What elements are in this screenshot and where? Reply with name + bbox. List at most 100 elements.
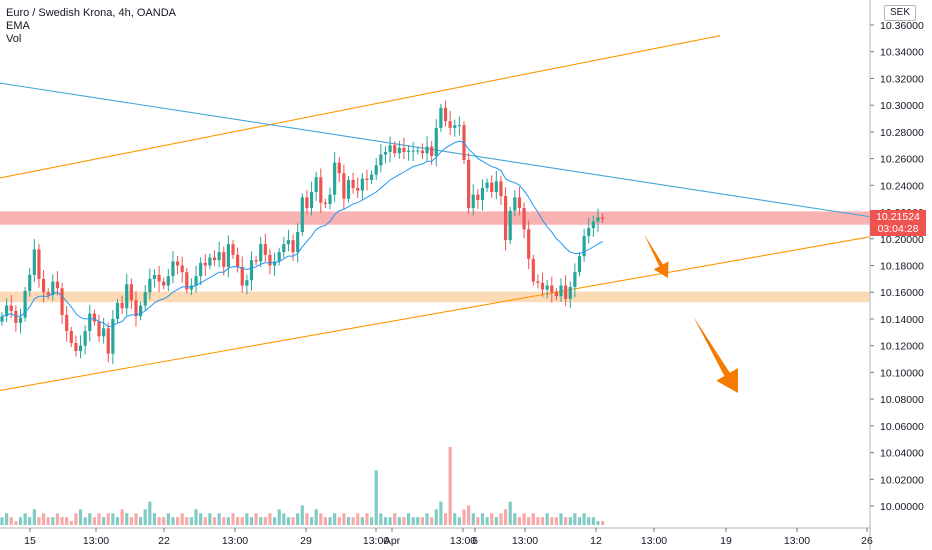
volume-bar [263,517,267,525]
volume-bar [513,513,517,525]
candle-body [416,150,420,152]
candle-body [14,310,18,323]
candle-body [268,254,272,266]
candle-body [402,147,406,152]
volume-bar [245,513,249,525]
candle-body [448,121,452,128]
candle-body [577,256,582,273]
candle-body [531,258,535,282]
candle-body [148,278,152,293]
candle-body [115,302,120,319]
candle-body [485,182,489,189]
candle-body [277,252,281,262]
forecast-arrows[interactable] [644,234,738,393]
candle-body [194,276,198,286]
volume-bar [406,513,411,525]
volume-bar [490,513,494,525]
candle-body [499,181,503,197]
volume-bar [370,517,374,525]
candle-body [152,274,157,279]
sr-zones [0,211,870,303]
volume-bar [78,509,83,525]
volume-bar [143,509,147,525]
y-tick-label: 10.06000 [880,421,924,433]
candle-body [323,202,327,205]
candle-body [453,125,457,128]
candle-body [111,318,115,354]
candle-body [508,210,512,241]
volume-bar [383,517,388,525]
candle-body [517,197,522,209]
x-tick-label: 29 [300,535,312,547]
y-tick-label: 10.08000 [880,394,924,406]
candle-body [591,221,595,229]
y-tick-label: 10.14000 [880,314,924,326]
volume-bar [51,517,55,525]
x-tick-label: 26 [861,535,873,547]
candle-body [185,272,189,290]
candle-body [601,217,605,219]
candle-body [171,261,175,277]
candle-body [272,261,277,266]
volume-bar [92,517,96,525]
volume-bar [236,517,240,525]
volume-bar [277,509,281,525]
volume-bar [328,517,332,525]
candle-body [370,174,374,180]
volume-bar [175,517,180,525]
candle-body [245,280,249,286]
volume-bar [268,513,272,525]
candle-body [208,257,212,266]
currency-label[interactable]: SEK [884,5,916,21]
x-tick-label: 13:00 [222,535,248,547]
candle-body [222,252,226,267]
volume-bar [379,513,383,525]
candle-body [314,177,318,193]
volume-bar [457,517,461,525]
candle-body [430,146,434,156]
volume-bar [217,513,221,525]
ema-legend-label[interactable]: EMA [6,20,30,32]
volume-bar [564,517,568,525]
candle-body [32,249,36,275]
candle-body [9,305,13,311]
volume-bar [129,517,133,525]
symbol-title[interactable]: Euro / Swedish Krona, 4h, OANDA [6,7,176,19]
volume-bar [554,517,558,525]
volume-bar [485,517,489,525]
candle-body [393,145,397,154]
candle-body [365,178,369,180]
volume-bar [189,517,194,525]
y-tick-label: 10.12000 [880,341,924,353]
bar-countdown: 03:04:28 [877,223,919,235]
volume-bar [97,513,101,525]
candle-body [309,192,314,209]
candle-body [231,244,235,255]
x-tick-label: 19 [720,535,732,547]
candle-body [333,162,337,195]
candle-body [346,179,351,199]
volume-bar [249,517,254,525]
vol-legend-label[interactable]: Vol [6,33,22,45]
ema-line [1,140,603,328]
candle-body [203,262,207,266]
candle-body [18,317,23,323]
volume-bar [180,513,184,525]
volume-bar [41,513,46,525]
candle-body [406,150,411,152]
x-tick-label: 15 [24,535,36,547]
volume-bar [360,517,364,525]
y-tick-label: 10.34000 [880,47,924,59]
volume-bar [591,517,595,525]
candles[interactable] [0,100,605,365]
volume-bar [587,517,591,525]
candle-body [383,151,388,155]
candle-body [420,150,425,154]
volume-bar [194,509,198,525]
candle-body [106,328,110,354]
candle-body [573,272,577,287]
candle-body [65,314,69,331]
candle-body [286,240,291,245]
